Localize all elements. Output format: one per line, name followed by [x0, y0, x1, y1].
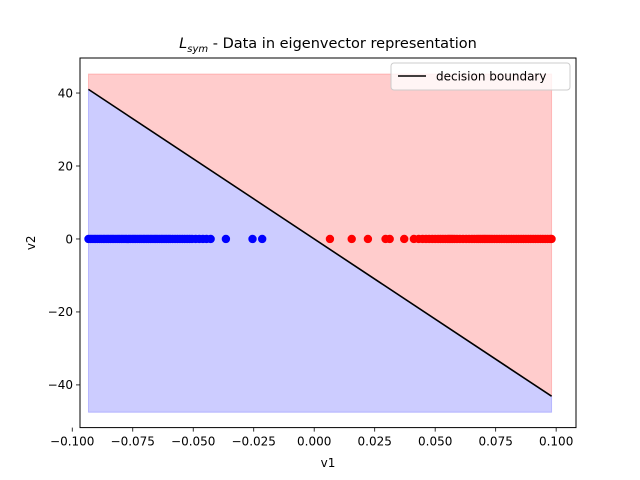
x-tick-label: −0.075 — [111, 435, 155, 449]
title-subscript: sym — [187, 44, 208, 55]
point-negative — [257, 234, 267, 244]
title-symbol: L — [179, 36, 187, 52]
point-negative — [221, 234, 231, 244]
title-text: - Data in eigenvector representation — [208, 36, 477, 52]
point-positive — [547, 234, 556, 244]
y-tick-label: −20 — [48, 305, 73, 319]
x-tick-label: 0.050 — [418, 435, 452, 449]
point-negative — [206, 234, 215, 244]
x-axis-ticks: −0.100 −0.075 −0.050 −0.025 0.000 0.025 0.050 0… — [50, 427, 573, 449]
legend: decision boundary — [390, 62, 571, 91]
point-positive — [325, 234, 335, 244]
x-tick-label: −0.100 — [50, 435, 94, 449]
chart-title: Lsym - Data in eigenvector representatio… — [179, 36, 477, 55]
y-tick-label: 40 — [58, 86, 73, 100]
point-positive — [385, 234, 394, 244]
point-positive — [363, 234, 373, 244]
x-tick-label: 0.025 — [358, 435, 392, 449]
x-tick-label: 0.000 — [297, 435, 331, 449]
y-axis-label: v2 — [24, 235, 38, 250]
x-tick-label: −0.050 — [171, 435, 215, 449]
decision-boundary — [88, 88, 553, 397]
data-points — [84, 234, 556, 244]
point-negative — [248, 234, 257, 244]
y-tick-label: 0 — [65, 232, 73, 246]
plot-frame — [79, 57, 577, 429]
legend-box — [390, 62, 571, 91]
x-axis-label: v1 — [321, 456, 336, 470]
point-positive — [400, 234, 409, 244]
class-regions — [87, 73, 553, 413]
legend-entry-label: decision boundary — [436, 70, 546, 84]
decision-boundary-line — [88, 88, 553, 397]
y-axis-ticks: −40 −20 0 20 40 — [48, 86, 80, 392]
y-tick-label: −40 — [48, 378, 73, 392]
y-tick-label: 20 — [58, 159, 73, 173]
x-tick-label: 0.100 — [539, 435, 573, 449]
x-tick-label: 0.075 — [478, 435, 512, 449]
point-positive — [347, 234, 356, 244]
x-tick-label: −0.025 — [232, 435, 276, 449]
